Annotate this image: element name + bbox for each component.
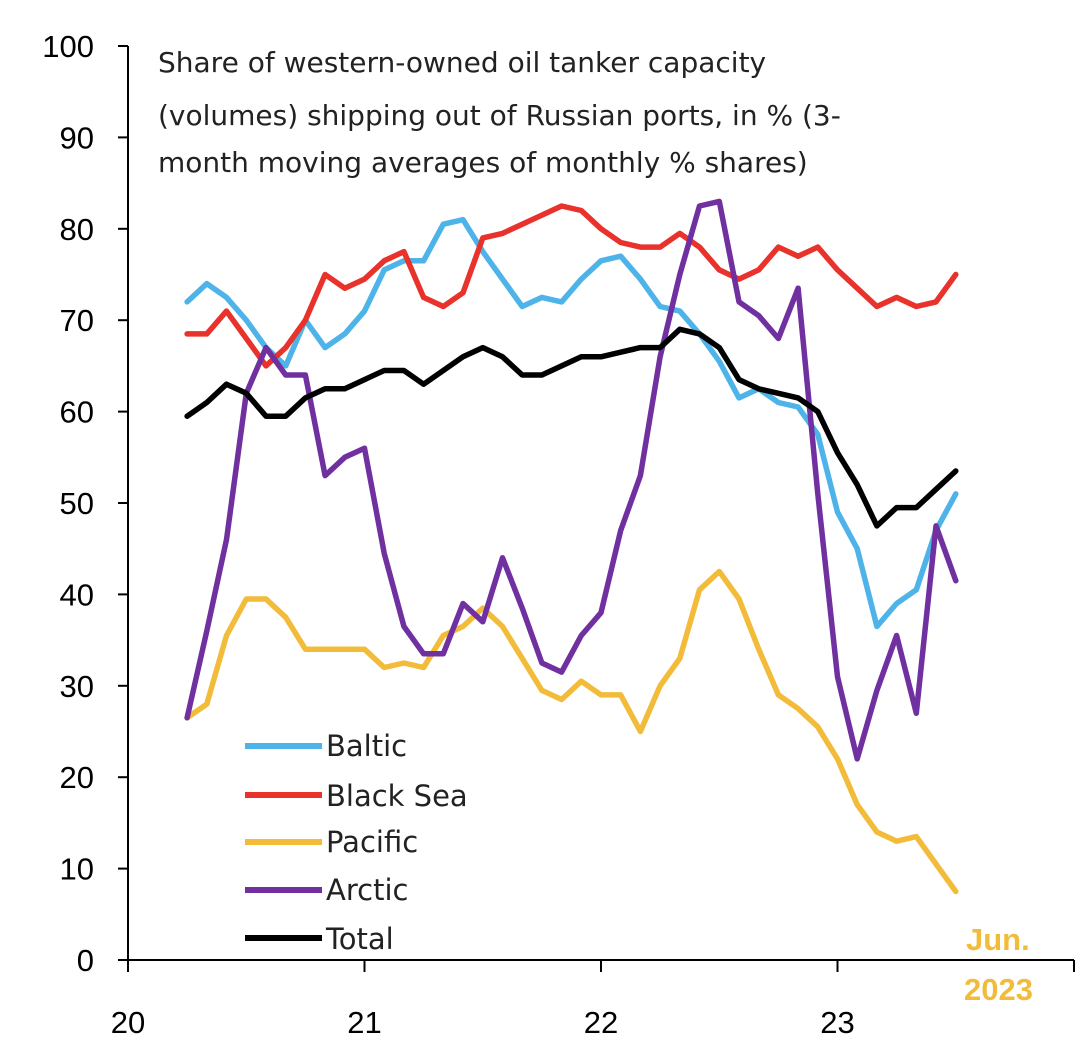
series-line-arctic — [184, 198, 959, 762]
annotation-year: 2023 — [964, 972, 1033, 1007]
y-tick-label: 30 — [60, 669, 94, 704]
x-tick-label: 20 — [111, 1005, 145, 1040]
y-tick-label: 40 — [60, 577, 94, 612]
series-line-pacific — [184, 568, 959, 895]
y-tick-label: 20 — [60, 760, 94, 795]
chart-title-line-2: (volumes) shipping out of Russian ports,… — [158, 99, 841, 132]
annotation-month: Jun. — [966, 922, 1030, 957]
y-tick-label: 60 — [60, 395, 94, 430]
y-tick-label: 70 — [60, 303, 94, 338]
y-tick-label: 10 — [60, 852, 94, 887]
legend-label-arctic: Arctic — [326, 873, 408, 907]
legend-label-total: Total — [325, 922, 394, 956]
legend: Baltic Black Sea Pacific Arctic Total — [245, 729, 468, 956]
x-tick-label: 23 — [820, 1005, 854, 1040]
series-line-black-sea — [184, 203, 959, 369]
legend-label-pacific: Pacific — [326, 825, 418, 859]
legend-label-black-sea: Black Sea — [326, 779, 468, 813]
x-tick-label: 21 — [347, 1005, 381, 1040]
chart-title: Share of western-owned oil tanker capaci… — [158, 46, 841, 179]
y-tick-label: 90 — [60, 120, 94, 155]
y-tick-label: 50 — [60, 486, 94, 521]
date-annotation: Jun. 2023 — [964, 922, 1033, 1007]
y-tick-label: 80 — [60, 212, 94, 247]
series-line-total — [184, 326, 959, 529]
series-lines — [184, 198, 959, 895]
x-axis-ticks: 20 21 22 23 — [111, 960, 1075, 1040]
series-line-baltic — [184, 216, 959, 630]
y-tick-label: 100 — [42, 29, 94, 64]
chart-title-line-1: Share of western-owned oil tanker capaci… — [158, 46, 766, 79]
chart-title-line-3: month moving averages of monthly % share… — [158, 146, 808, 179]
legend-label-baltic: Baltic — [326, 729, 407, 763]
x-tick-label: 22 — [584, 1005, 618, 1040]
y-axis-ticks: 0 10 20 30 40 50 60 70 80 90 100 — [42, 29, 128, 978]
y-tick-label: 0 — [77, 943, 94, 978]
